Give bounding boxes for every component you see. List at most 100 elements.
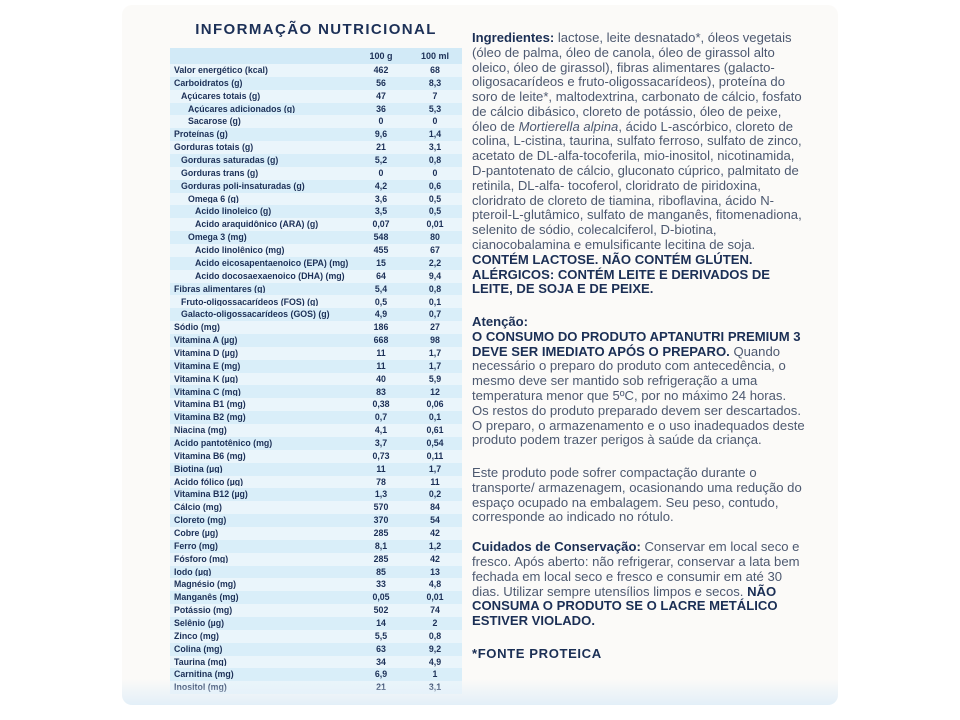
value-100ml: 3,1: [428, 142, 442, 153]
value-100ml: 4,8: [428, 579, 442, 590]
value-100g: 548: [373, 232, 389, 243]
row-label: Cloreto (mg): [174, 516, 227, 525]
value-100g: 186: [373, 322, 389, 333]
conservation-paragraph: Cuidados de Conservação: Conservar em lo…: [472, 539, 806, 629]
value-100ml: 9,2: [428, 643, 442, 654]
table-row: Biotina (µg) 11 1,7: [170, 462, 462, 476]
table-row: Fibras alimentares (g) 5,4 0,8: [170, 282, 462, 296]
table-row: Vitamina A (µg) 668 98: [170, 334, 462, 347]
value-100g: 0: [378, 167, 384, 178]
value-100ml: 5,9: [428, 373, 442, 384]
value-100g: 11: [376, 360, 386, 371]
value-100g: 0,38: [372, 399, 390, 410]
value-100g: 63: [376, 643, 386, 654]
value-100ml: 0,6: [428, 180, 442, 191]
table-row: Colina (mg) 63 9,2: [170, 642, 462, 656]
value-100ml: 11: [430, 476, 440, 487]
value-100ml: 9,4: [428, 270, 442, 281]
table-row: Potássio (mg) 502 74: [170, 604, 462, 617]
value-100ml: 2: [432, 617, 438, 628]
value-100g: 502: [373, 605, 389, 616]
ingredients-text-column: Ingredientes: lactose, leite desnatado*,…: [472, 30, 806, 662]
value-100g: 0,05: [372, 592, 390, 603]
row-label: Fruto-oligossacarídeos (FOS) (g): [181, 297, 319, 307]
row-label: Vitamina B12 (µg): [174, 490, 248, 500]
column-header-100g: 100 g: [369, 50, 393, 61]
table-row: Ácido linoleico (g) 3,5 0,5: [170, 205, 462, 219]
value-100g: 668: [373, 335, 389, 346]
attention-paragraph: O CONSUMO DO PRODUTO APTANUTRI PREMIUM 3…: [472, 328, 806, 404]
text-segment: Os restos do produto preparado devem ser…: [472, 402, 805, 448]
text-segment: Este produto pode sofrer compactação dur…: [472, 465, 802, 525]
row-label: Vitamina C (mg): [174, 387, 241, 397]
table-row: Niacina (mg) 4,1 0,61: [170, 424, 462, 437]
value-100ml: 1,4: [428, 129, 442, 140]
table-row: Vitamina B1 (mg) 0,38 0,06: [170, 398, 462, 412]
table-row: Manganês (mg) 0,05 0,01: [170, 591, 462, 605]
row-label: Ácido eicosapentaenoico (EPA) (mg): [195, 258, 349, 268]
value-100ml: 1,7: [428, 463, 442, 474]
value-100g: 0,7: [374, 412, 388, 423]
compaction-paragraph: Este produto pode sofrer compactação dur…: [472, 465, 806, 525]
row-label: Biotina (µg): [174, 464, 223, 474]
text-segment: lactose, leite desnatado*, óleos vegetai…: [472, 30, 802, 134]
value-100g: 9,6: [374, 129, 388, 140]
table-row: Ácido docosaexaenoico (DHA) (mg) 64 9,4: [170, 269, 462, 283]
row-label: Potássio (mg): [174, 606, 233, 615]
value-100ml: 5,3: [428, 103, 442, 114]
value-100ml: 0,8: [428, 155, 442, 166]
row-label: Carnitina (mg): [174, 670, 234, 680]
text-segment: O CONSUMO DO PRODUTO APTANUTRI PREMIUM 3…: [472, 328, 801, 359]
row-label: Açúcares adicionados (g): [188, 104, 296, 114]
value-100g: 85: [376, 566, 386, 577]
value-100g: 5,2: [374, 155, 388, 166]
row-label: Fósforo (mg): [174, 554, 229, 564]
value-100g: 570: [373, 502, 389, 513]
value-100g: 370: [373, 515, 389, 526]
value-100ml: 0,01: [426, 219, 444, 230]
row-label: Valor energético (kcal): [174, 66, 268, 75]
nutrition-table-title: INFORMAÇÃO NUTRICIONAL: [195, 21, 437, 38]
table-row: Sódio (mg) 186 27: [170, 321, 462, 335]
row-label: Sacarose (g): [188, 117, 241, 127]
value-100g: 21: [376, 142, 386, 153]
table-row: Cloreto (mg) 370 54: [170, 514, 462, 527]
text-segment: *FONTE PROTEICA: [472, 645, 602, 661]
label-bottom-fade: [122, 679, 838, 705]
row-label: Ômega 6 (g): [188, 194, 239, 204]
value-100ml: 2,2: [428, 257, 442, 268]
nutrition-rows: Valor energético (kcal) 462 68 Carboidratos…: [170, 64, 462, 695]
row-label: Gorduras totais (g): [174, 143, 254, 152]
row-label: Niacina (mg): [174, 426, 227, 435]
value-100g: 11: [376, 463, 386, 474]
row-label: Ácido pantotênico (mg): [174, 438, 273, 448]
value-100ml: 74: [430, 605, 440, 616]
value-100ml: 0,1: [428, 412, 442, 423]
value-100ml: 0: [432, 167, 438, 178]
value-100g: 15: [376, 257, 386, 268]
row-label: Zinco (mg): [174, 631, 219, 641]
row-label: Selênio (µg): [174, 618, 225, 628]
value-100g: 64: [376, 270, 386, 281]
value-100ml: 0,5: [428, 193, 442, 204]
value-100ml: 42: [430, 553, 440, 564]
row-label: Vitamina B2 (mg): [174, 413, 246, 423]
table-row: Sacarose (g) 0 0: [170, 115, 462, 129]
text-segment: NÃO CONSUMA O PRODUTO SE O LACRE METÁLIC…: [472, 583, 778, 629]
table-row: Valor energético (kcal) 462 68: [170, 64, 462, 77]
value-100g: 285: [373, 553, 389, 564]
value-100g: 5,4: [374, 283, 388, 294]
table-row: Iodo (µg) 85 13: [170, 565, 462, 579]
table-row: Ácido eicosapentaenoico (EPA) (mg) 15 2,2: [170, 256, 462, 270]
row-label: Ácido linolênico (mg): [195, 246, 285, 255]
row-label: Fibras alimentares (g): [174, 284, 266, 294]
table-row: Gorduras saturadas (g) 5,2 0,8: [170, 154, 462, 167]
row-label: Vitamina B1 (mg): [174, 400, 246, 410]
text-segment: CONTÉM LACTOSE. NÃO CONTÉM GLÚTEN. ALÉRG…: [472, 251, 771, 297]
value-100g: 8,1: [374, 540, 388, 551]
value-100ml: 13: [430, 566, 440, 577]
row-label: Taurina (mg): [174, 657, 227, 667]
table-row: Vitamina B12 (µg) 1,3 0,2: [170, 488, 462, 502]
value-100g: 462: [373, 65, 389, 76]
row-label: Ácido fólico (µg): [174, 477, 244, 487]
